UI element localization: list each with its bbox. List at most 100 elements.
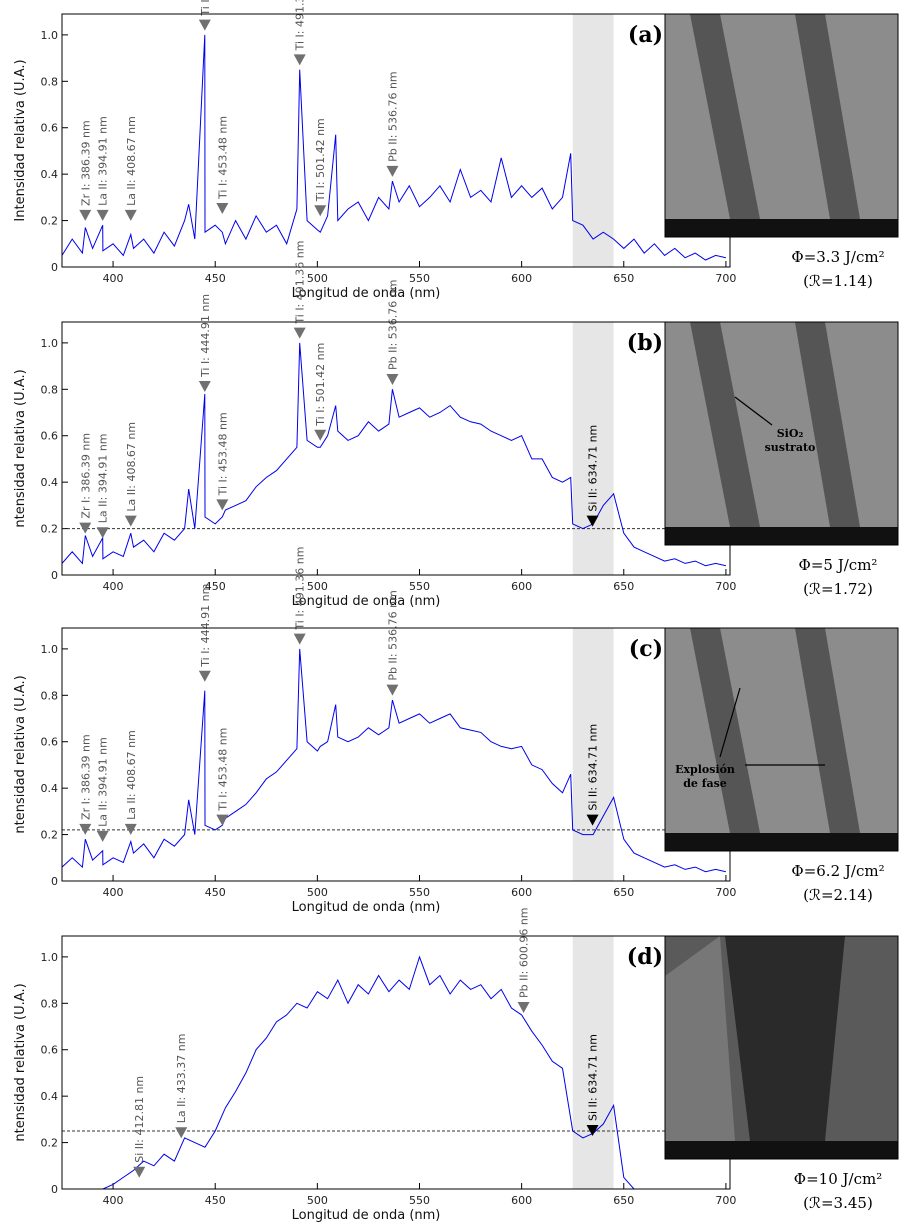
peak-marker (216, 202, 229, 214)
info-bar (665, 527, 898, 545)
peak-label: Si II: 634.71 nm (587, 1034, 600, 1121)
crater (725, 936, 845, 1141)
image-label: Explosión (675, 763, 735, 776)
info-bar (665, 1141, 898, 1159)
y-tick-label: 0.2 (41, 829, 59, 842)
x-tick-label: 550 (409, 580, 430, 593)
image-frame (664, 321, 899, 546)
caption: Φ=10 J/cm² (794, 1170, 882, 1188)
x-tick-label: 700 (715, 272, 736, 285)
peak-marker (198, 19, 211, 31)
peak-marker (96, 209, 109, 221)
y-tick-label: 0.8 (41, 75, 59, 88)
peak-marker (386, 165, 399, 177)
shaded-region (572, 936, 614, 1189)
sem-image (664, 935, 899, 1160)
peak-marker (216, 814, 229, 826)
strip (795, 14, 860, 219)
x-tick-label: 650 (613, 886, 634, 899)
x-tick-label: 400 (103, 580, 124, 593)
caption: (ℛ=1.72) (803, 580, 873, 598)
peak-label: Si II: 634.71 nm (587, 425, 600, 512)
image-frame (664, 935, 899, 1160)
peak-marker (386, 374, 399, 386)
x-tick-label: 400 (103, 272, 124, 285)
shaded-region (572, 628, 614, 881)
x-tick-label: 500 (307, 1194, 328, 1207)
x-axis-label: Longitud de onda (nm) (292, 286, 441, 301)
peak-label: Si II: 634.71 nm (587, 724, 600, 811)
plot-bg (62, 628, 730, 881)
y-tick-label: 0.4 (41, 1090, 59, 1103)
peak-label: Ti I: 453.48 nm (216, 728, 229, 812)
sem-image (664, 321, 899, 546)
x-tick-label: 400 (103, 886, 124, 899)
plot-bg (62, 322, 730, 575)
y-tick-label: 1.0 (41, 337, 59, 350)
peak-marker (133, 1166, 146, 1178)
peak-marker (586, 515, 599, 527)
strip (690, 322, 760, 527)
arrow (719, 687, 741, 758)
peak-marker (175, 1127, 188, 1139)
plot-bg (62, 14, 730, 267)
arrow (734, 396, 773, 426)
caption: Φ=3.3 J/cm² (791, 248, 884, 266)
x-tick-label: 700 (715, 580, 736, 593)
x-tick-label: 500 (307, 580, 328, 593)
y-tick-label: 0.8 (41, 689, 59, 702)
peak-marker (124, 823, 137, 835)
y-axis-label: ntensidad relativa (U.A.) (13, 983, 28, 1141)
peak-label: La II: 394.91 nm (97, 737, 110, 827)
y-tick-label: 0.4 (41, 168, 59, 181)
y-tick-label: 0 (51, 1183, 58, 1196)
y-tick-label: 0.2 (41, 215, 59, 228)
y-tick-label: 1.0 (41, 643, 59, 656)
peak-marker (586, 1124, 599, 1136)
x-tick-label: 550 (409, 272, 430, 285)
x-tick-label: 650 (613, 272, 634, 285)
peak-label: Ti I: 491.36 nm (294, 547, 307, 631)
shaded-region (572, 14, 614, 267)
x-axis-label: Longitud de onda (nm) (292, 1208, 441, 1223)
image-label: de fase (683, 777, 727, 790)
peak-marker (293, 633, 306, 645)
peak-marker (216, 499, 229, 511)
peak-label: La II: 433.37 nm (175, 1034, 188, 1124)
peak-label: Ti I: 501.42 nm (314, 118, 327, 202)
x-tick-label: 450 (205, 580, 226, 593)
spectrum-line (62, 955, 726, 1189)
caption: Φ=5 J/cm² (799, 556, 878, 574)
peak-label: La II: 408.67 nm (125, 730, 138, 820)
peak-label: Ti I: 444.91 nm (199, 584, 212, 668)
x-tick-label: 500 (307, 886, 328, 899)
peak-marker (314, 429, 327, 441)
x-tick-label: 400 (103, 1194, 124, 1207)
y-tick-label: 0.8 (41, 383, 59, 396)
image-label: SiO₂ (777, 427, 804, 440)
peak-marker (124, 209, 137, 221)
image-frame (664, 627, 899, 852)
x-tick-label: 500 (307, 272, 328, 285)
x-tick-label: 600 (511, 886, 532, 899)
peak-marker (198, 670, 211, 682)
peak-label: Si II: 412.81 nm (133, 1076, 146, 1163)
peak-label: Pb II: 536.76 nm (386, 590, 399, 680)
peak-label: Pb II: 536.76 nm (386, 71, 399, 161)
y-tick-label: 0.6 (41, 1044, 59, 1057)
x-axis-label: Longitud de onda (nm) (292, 594, 441, 609)
peak-label: Ti I: 453.48 nm (216, 116, 229, 200)
peak-label: Zr I: 386.39 nm (79, 734, 92, 820)
x-tick-label: 550 (409, 886, 430, 899)
peak-label: Pb II: 536.76 nm (386, 280, 399, 370)
caption: (ℛ=2.14) (803, 886, 873, 904)
peak-marker (586, 814, 599, 826)
info-bar (665, 219, 898, 237)
x-tick-label: 550 (409, 1194, 430, 1207)
y-tick-label: 1.0 (41, 951, 59, 964)
x-tick-label: 700 (715, 1194, 736, 1207)
peak-marker (386, 684, 399, 696)
y-tick-label: 0.4 (41, 476, 59, 489)
spectrum-line (62, 34, 727, 261)
